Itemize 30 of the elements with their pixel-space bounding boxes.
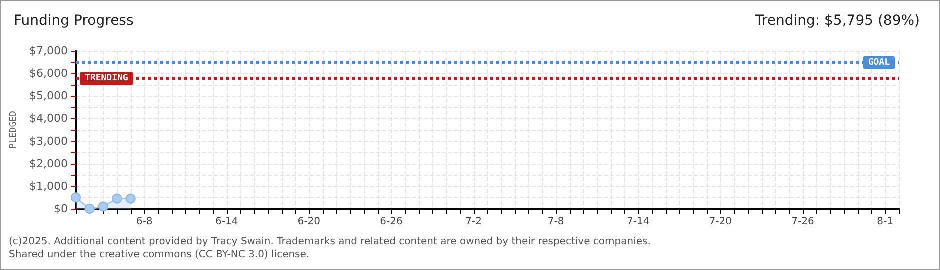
y-tick-label: $2,000 [30,157,68,170]
point [98,202,108,212]
y-tick-label: $3,000 [30,134,68,148]
ref-line-label: TRENDING [85,74,128,84]
x-tick-label: 8-1 [877,216,894,228]
y-axis-title: PLEDGED [9,111,20,149]
y-tick-label: $7,000 [30,44,68,58]
x-tick-label: 6-26 [380,216,403,228]
text: Shared under the creative commons (CC BY-NC 3.0) license. [9,250,310,260]
point [84,204,95,214]
x-tick-label: 7-2 [466,216,482,228]
x-tick-label: 6-20 [298,216,321,228]
point [71,192,81,203]
chart-title: Funding Progress [14,13,134,29]
y-tick-label: $1,000 [30,180,68,193]
y-tick-label: $6,000 [30,67,68,80]
ref-line-label: GOAL [868,58,891,68]
text: (c)2025. Additional content provided by Tracy Swain. Trademarks and related content are owned by their respective companies. [9,236,651,248]
x-tick-label: 6-8 [136,216,153,228]
point [112,194,122,204]
x-tick-label: 6-14 [216,216,238,228]
x-tick-label: 7-20 [709,216,732,228]
y-tick-label: $4,000 [30,112,68,126]
chart-subtitle: Trending: $5,795 (89%) [754,13,920,29]
y-tick-label: $5,000 [30,90,68,103]
x-tick-label: 7-26 [792,216,814,228]
point [126,194,136,204]
x-tick-label: 7-14 [627,216,650,228]
y-tick-label: $0 [54,202,68,216]
x-tick-label: 7-8 [548,216,564,228]
